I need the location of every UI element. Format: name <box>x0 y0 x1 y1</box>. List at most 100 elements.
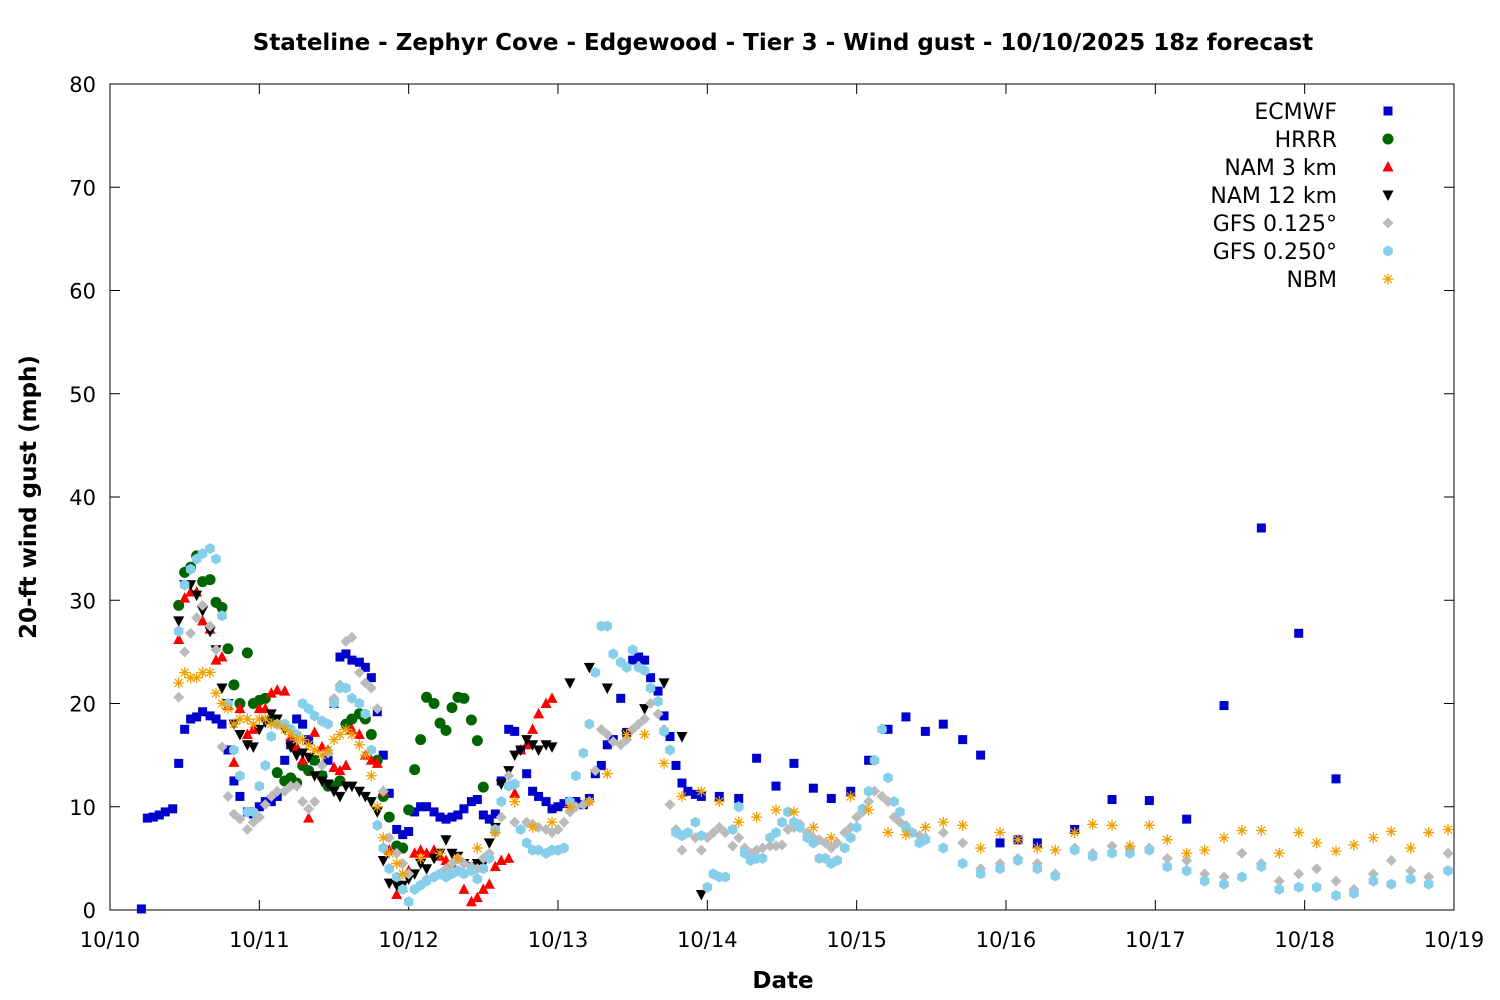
data-point <box>958 735 968 745</box>
data-point <box>285 780 297 792</box>
data-point <box>322 744 334 756</box>
data-point <box>665 744 675 756</box>
data-point <box>441 814 451 824</box>
data-point <box>495 779 507 791</box>
data-point <box>1405 865 1417 877</box>
data-point <box>216 698 228 709</box>
data-point <box>702 881 713 893</box>
data-point <box>241 823 253 835</box>
data-point <box>739 847 750 859</box>
data-point <box>279 723 291 735</box>
data-point <box>1273 875 1285 887</box>
data-point <box>241 647 253 659</box>
data-point <box>440 724 452 736</box>
data-point <box>1442 847 1454 859</box>
data-point <box>621 661 632 673</box>
data-point <box>211 553 221 565</box>
data-point <box>391 847 403 859</box>
data-point <box>434 847 446 859</box>
data-point <box>938 719 948 729</box>
data-point <box>434 717 446 729</box>
data-point <box>217 610 227 622</box>
data-point <box>863 785 874 797</box>
data-point <box>353 667 365 679</box>
data-point <box>303 703 314 715</box>
data-point <box>341 682 351 694</box>
data-point <box>372 819 383 831</box>
data-point <box>995 863 1005 875</box>
data-point <box>204 626 216 638</box>
data-point <box>808 837 819 849</box>
data-point <box>322 779 334 791</box>
data-point <box>807 821 819 833</box>
data-point <box>633 718 645 730</box>
data-point <box>477 781 489 793</box>
data-point <box>1069 844 1080 856</box>
data-point <box>826 793 836 803</box>
data-point <box>696 830 707 842</box>
data-point <box>1124 840 1136 852</box>
data-point <box>640 655 650 665</box>
series-hrrr <box>173 550 489 854</box>
data-point <box>515 824 526 835</box>
y-tick-label: 80 <box>69 73 96 97</box>
data-point <box>354 698 365 709</box>
data-point <box>191 612 203 624</box>
data-point <box>883 772 893 784</box>
data-point <box>366 673 376 683</box>
data-point <box>690 789 700 799</box>
data-point <box>608 648 618 660</box>
data-point <box>234 813 246 825</box>
legend-label: NAM 12 km <box>1210 184 1337 209</box>
data-point <box>148 812 158 822</box>
data-point <box>771 827 781 839</box>
data-point <box>197 606 209 617</box>
data-point <box>217 719 227 729</box>
series-nbm <box>173 667 1454 880</box>
data-point <box>398 830 408 840</box>
data-point <box>1087 850 1098 862</box>
data-point <box>477 883 489 894</box>
data-point <box>851 821 862 833</box>
data-point <box>901 712 911 722</box>
data-point <box>957 837 969 849</box>
data-point <box>174 758 184 768</box>
data-point <box>864 755 874 765</box>
data-point <box>279 785 291 797</box>
data-point <box>329 698 339 709</box>
data-point <box>509 796 521 808</box>
data-point <box>397 868 409 880</box>
data-point <box>1367 832 1379 844</box>
data-point <box>889 796 899 808</box>
data-point <box>713 821 725 833</box>
data-point <box>528 786 538 796</box>
x-tick-label: 10/16 <box>976 928 1037 952</box>
data-point <box>185 563 196 575</box>
data-point <box>309 754 321 766</box>
legend: ECMWF HRRR NAM 3 km NAM 12 km GFS 0.125° GFS … <box>1210 100 1394 293</box>
x-tick-label: 10/17 <box>1125 928 1186 952</box>
data-point <box>346 728 358 740</box>
data-point <box>316 776 328 787</box>
x-axis-label: Date <box>752 968 813 994</box>
data-point <box>383 811 395 823</box>
axis-ticks: 0 10 20 30 40 50 60 70 80 10/10 10/11 10/12 10/13 10/… <box>69 73 1484 952</box>
data-point <box>279 685 291 696</box>
data-point <box>1199 868 1211 880</box>
data-point <box>895 806 905 818</box>
data-point <box>509 816 521 828</box>
data-point <box>639 704 651 715</box>
data-point <box>639 728 651 740</box>
data-point <box>1181 854 1193 866</box>
data-point <box>179 667 191 679</box>
data-point <box>645 682 656 694</box>
data-point <box>527 740 539 751</box>
data-point <box>564 678 576 689</box>
data-point <box>957 858 968 869</box>
x-tick-label: 10/13 <box>528 928 589 952</box>
data-point <box>359 749 371 761</box>
data-point <box>191 590 203 602</box>
data-point <box>247 742 259 753</box>
data-point <box>527 723 539 734</box>
